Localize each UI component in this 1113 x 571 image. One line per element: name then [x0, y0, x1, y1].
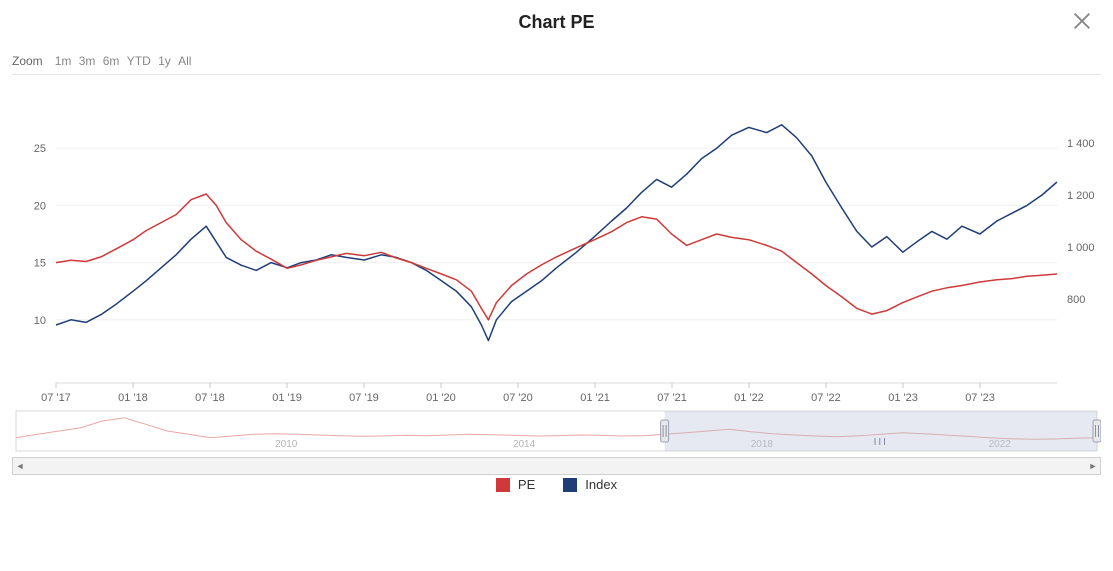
- svg-text:01 '22: 01 '22: [734, 392, 764, 404]
- svg-text:1 000: 1 000: [1067, 242, 1095, 254]
- svg-text:01 '21: 01 '21: [580, 392, 610, 404]
- zoom-btn-ytd[interactable]: YTD: [125, 52, 153, 70]
- svg-text:07 '20: 07 '20: [503, 392, 533, 404]
- zoom-label: Zoom: [12, 54, 43, 68]
- zoom-btn-6m[interactable]: 6m: [101, 52, 122, 70]
- svg-text:07 '18: 07 '18: [195, 392, 225, 404]
- legend-item-index[interactable]: Index: [563, 477, 617, 492]
- svg-text:01 '23: 01 '23: [888, 392, 918, 404]
- legend: PE Index: [12, 477, 1101, 492]
- svg-text:01 '19: 01 '19: [272, 392, 302, 404]
- chart-title: Chart PE: [518, 12, 594, 33]
- svg-text:1 200: 1 200: [1067, 190, 1095, 202]
- zoom-btn-1m[interactable]: 1m: [53, 52, 74, 70]
- svg-text:25: 25: [34, 143, 46, 155]
- svg-text:15: 15: [34, 258, 46, 270]
- zoom-btn-3m[interactable]: 3m: [77, 52, 98, 70]
- svg-text:1 400: 1 400: [1067, 138, 1095, 150]
- svg-text:III: III: [874, 437, 888, 448]
- scroll-left-icon[interactable]: ◄: [13, 459, 27, 473]
- svg-text:07 '21: 07 '21: [657, 392, 687, 404]
- svg-text:07 '17: 07 '17: [41, 392, 71, 404]
- navigator[interactable]: 2010201420182022III ◄ ►: [12, 409, 1101, 461]
- swatch-pe: [496, 478, 510, 492]
- svg-text:07 '23: 07 '23: [965, 392, 995, 404]
- legend-item-pe[interactable]: PE: [496, 477, 535, 492]
- svg-text:10: 10: [34, 315, 46, 327]
- zoom-btn-all[interactable]: All: [176, 52, 193, 70]
- navigator-scrollbar[interactable]: ◄ ►: [12, 457, 1101, 475]
- legend-label-index: Index: [585, 477, 617, 492]
- svg-text:01 '18: 01 '18: [118, 392, 148, 404]
- svg-text:07 '22: 07 '22: [811, 392, 841, 404]
- svg-text:2010: 2010: [275, 439, 298, 450]
- svg-text:2014: 2014: [513, 439, 536, 450]
- svg-text:07 '19: 07 '19: [349, 392, 379, 404]
- legend-label-pe: PE: [518, 477, 535, 492]
- swatch-index: [563, 478, 577, 492]
- scroll-right-icon[interactable]: ►: [1086, 459, 1100, 473]
- zoom-btn-1y[interactable]: 1y: [156, 52, 173, 70]
- svg-text:20: 20: [34, 200, 46, 212]
- svg-text:01 '20: 01 '20: [426, 392, 456, 404]
- zoom-toolbar: Zoom 1m 3m 6m YTD 1y All: [12, 54, 1101, 68]
- svg-text:800: 800: [1067, 294, 1085, 306]
- main-chart[interactable]: 10 15 20 25 800 1 000 1 200 1 400 07 '17 01 '18 07…: [12, 85, 1101, 405]
- close-icon[interactable]: [1071, 10, 1093, 32]
